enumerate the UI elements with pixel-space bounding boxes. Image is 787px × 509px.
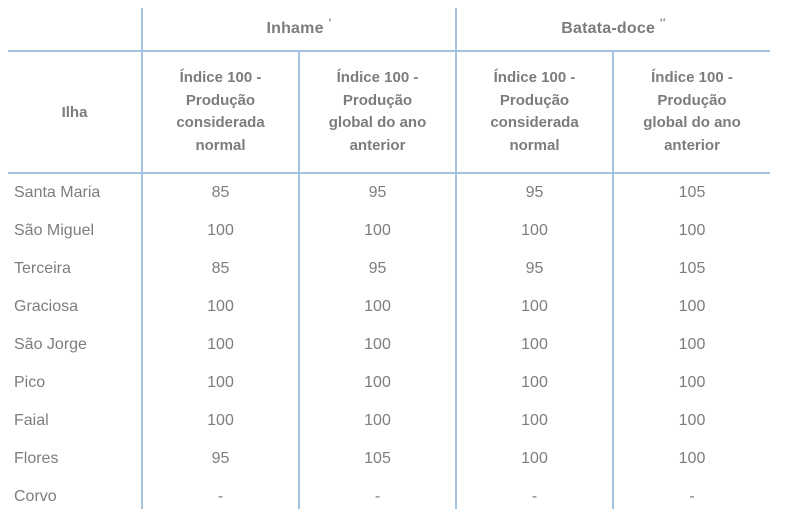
value-cell: 85 [141, 173, 299, 212]
value-cell: 100 [455, 402, 613, 440]
value-cell: - [455, 478, 613, 509]
group-header-inhame: Inhame ′ [141, 8, 456, 52]
corner-cell [8, 8, 142, 52]
column-header-inhame-anterior: Índice 100 - Produção global do ano ante… [298, 51, 456, 174]
group-label-inhame: Inhame [266, 20, 324, 37]
value-cell: 100 [141, 326, 299, 364]
island-cell: Santa Maria [14, 184, 101, 201]
island-cell: Graciosa [14, 298, 79, 315]
table-row-corvo: Corvo - - - - [8, 478, 770, 509]
value-cell: 100 [612, 212, 770, 250]
value-cell: 100 [141, 288, 299, 326]
value-cell: 100 [612, 364, 770, 402]
column-header-inhame-normal: Índice 100 - Produção considerada normal [141, 51, 299, 174]
island-cell: São Jorge [14, 336, 87, 353]
value-cell: 95 [455, 173, 613, 212]
footnote-mark-inhame: ′ [328, 17, 332, 29]
island-cell: Faial [14, 412, 49, 429]
group-label-batata-doce: Batata-doce [561, 20, 656, 37]
value-cell: 100 [612, 288, 770, 326]
value-cell: 100 [141, 402, 299, 440]
table-row-flores: Flores 95 105 100 100 [8, 440, 770, 478]
value-cell: 100 [298, 288, 456, 326]
island-cell: Flores [14, 450, 59, 467]
value-cell: 100 [612, 440, 770, 478]
value-cell: 100 [141, 364, 299, 402]
column-header-batata-anterior: Índice 100 - Produção global do ano ante… [612, 51, 770, 174]
value-cell: 105 [612, 173, 770, 212]
value-cell: - [612, 478, 770, 509]
island-cell: Pico [14, 374, 46, 391]
value-cell: 95 [455, 250, 613, 288]
column-header-row: Ilha Índice 100 - Produção considerada n… [8, 51, 770, 174]
value-cell: 105 [612, 250, 770, 288]
table-row-faial: Faial 100 100 100 100 [8, 402, 770, 440]
value-cell: 100 [298, 326, 456, 364]
value-cell: 100 [455, 212, 613, 250]
footnote-mark-batata-doce: ′′ [660, 17, 666, 29]
value-cell: 100 [298, 402, 456, 440]
table-row-sao-miguel: São Miguel 100 100 100 100 [8, 212, 770, 250]
value-cell: 100 [298, 212, 456, 250]
island-cell: Terceira [14, 260, 71, 277]
value-cell: 100 [298, 364, 456, 402]
value-cell: - [298, 478, 456, 509]
production-index-table: Inhame ′ Batata-doce ′′ Ilha Índice 100 - … [8, 8, 770, 509]
value-cell: 100 [455, 288, 613, 326]
table-row-sao-jorge: São Jorge 100 100 100 100 [8, 326, 770, 364]
value-cell: 95 [141, 440, 299, 478]
value-cell: 100 [612, 402, 770, 440]
value-cell: 100 [455, 440, 613, 478]
island-cell: São Miguel [14, 222, 95, 239]
group-header-batata-doce: Batata-doce ′′ [455, 8, 770, 52]
column-header-ilha: Ilha [8, 51, 142, 174]
group-header-row: Inhame ′ Batata-doce ′′ [8, 8, 770, 52]
value-cell: - [141, 478, 299, 509]
value-cell: 85 [141, 250, 299, 288]
column-header-batata-normal: Índice 100 - Produção considerada normal [455, 51, 613, 174]
value-cell: 105 [298, 440, 456, 478]
table-row-pico: Pico 100 100 100 100 [8, 364, 770, 402]
value-cell: 95 [298, 250, 456, 288]
table-row-santa-maria: Santa Maria 85 95 95 105 [8, 173, 770, 212]
value-cell: 100 [455, 364, 613, 402]
value-cell: 100 [612, 326, 770, 364]
island-cell: Corvo [8, 478, 142, 509]
table-row-terceira: Terceira 85 95 95 105 [8, 250, 770, 288]
value-cell: 100 [455, 326, 613, 364]
value-cell: 100 [141, 212, 299, 250]
table-row-graciosa: Graciosa 100 100 100 100 [8, 288, 770, 326]
value-cell: 95 [298, 173, 456, 212]
